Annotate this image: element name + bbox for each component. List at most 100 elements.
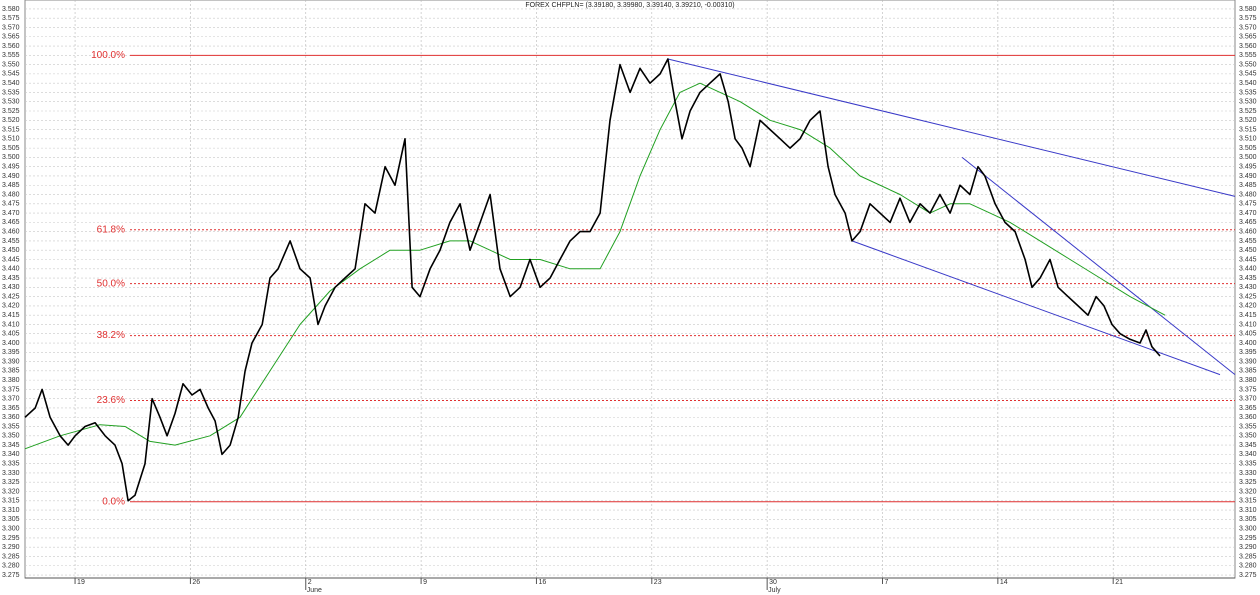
x-tick-label: 21 bbox=[1115, 579, 1123, 586]
y-tick-label-right: 3.435 bbox=[1239, 275, 1257, 282]
y-tick-label-right: 3.565 bbox=[1239, 34, 1257, 41]
y-tick-label: 3.465 bbox=[2, 219, 20, 226]
y-tick-label-right: 3.525 bbox=[1239, 108, 1257, 115]
y-tick-label: 3.385 bbox=[2, 368, 20, 375]
series-line bbox=[667, 58, 1236, 197]
y-tick-label-right: 3.365 bbox=[1239, 405, 1257, 412]
plot-frame bbox=[24, 0, 1236, 579]
y-tick-label-right: 3.550 bbox=[1239, 61, 1257, 68]
y-tick-label: 3.425 bbox=[2, 293, 20, 300]
y-tick-label: 3.500 bbox=[2, 154, 20, 161]
y-tick-label-right: 3.540 bbox=[1239, 80, 1257, 87]
y-tick-label: 3.435 bbox=[2, 275, 20, 282]
y-tick-label: 3.495 bbox=[2, 164, 20, 171]
y-tick-label: 3.415 bbox=[2, 312, 20, 319]
y-tick-label-right: 3.500 bbox=[1239, 154, 1257, 161]
y-tick-label-right: 3.415 bbox=[1239, 312, 1257, 319]
fib-label: 38.2% bbox=[97, 330, 125, 341]
y-tick-label-right: 3.305 bbox=[1239, 516, 1257, 523]
series-line bbox=[24, 82, 1166, 450]
y-tick-label-right: 3.410 bbox=[1239, 321, 1257, 328]
x-tick-label: 30 bbox=[769, 579, 777, 586]
y-tick-label: 3.475 bbox=[2, 201, 20, 208]
y-tick-label: 3.410 bbox=[2, 321, 20, 328]
y-tick-label: 3.325 bbox=[2, 479, 20, 486]
y-tick-label-right: 3.340 bbox=[1239, 451, 1257, 458]
y-tick-label-right: 3.470 bbox=[1239, 210, 1257, 217]
y-tick-label-right: 3.280 bbox=[1239, 563, 1257, 570]
y-tick-label-right: 3.405 bbox=[1239, 331, 1257, 338]
y-tick-label: 3.310 bbox=[2, 507, 20, 514]
y-tick-label: 3.350 bbox=[2, 433, 20, 440]
x-tick-label: 9 bbox=[423, 579, 427, 586]
y-tick-label: 3.555 bbox=[2, 52, 20, 59]
y-tick-label-right: 3.465 bbox=[1239, 219, 1257, 226]
series-line bbox=[851, 240, 1221, 376]
y-tick-label-right: 3.300 bbox=[1239, 525, 1257, 532]
y-tick-label-right: 3.520 bbox=[1239, 117, 1257, 124]
y-tick-label: 3.345 bbox=[2, 442, 20, 449]
y-tick-label: 3.375 bbox=[2, 386, 20, 393]
y-tick-label: 3.460 bbox=[2, 228, 20, 235]
y-tick-label-right: 3.320 bbox=[1239, 488, 1257, 495]
y-tick-label: 3.515 bbox=[2, 126, 20, 133]
y-tick-label-right: 3.475 bbox=[1239, 201, 1257, 208]
y-tick-label: 3.420 bbox=[2, 303, 20, 310]
y-tick-label-right: 3.485 bbox=[1239, 182, 1257, 189]
x-tick-label: 19 bbox=[77, 579, 85, 586]
y-tick-label-right: 3.360 bbox=[1239, 414, 1257, 421]
y-tick-label-right: 3.425 bbox=[1239, 293, 1257, 300]
y-tick-label-right: 3.420 bbox=[1239, 303, 1257, 310]
y-tick-label: 3.330 bbox=[2, 470, 20, 477]
chart-title: FOREX CHFPLN= (3.39180, 3.39980, 3.39140… bbox=[525, 2, 734, 9]
y-tick-label-right: 3.330 bbox=[1239, 470, 1257, 477]
fib-label: 61.8% bbox=[97, 224, 125, 235]
y-tick-label-right: 3.395 bbox=[1239, 349, 1257, 356]
series-line bbox=[24, 58, 1161, 502]
x-tick-label: 14 bbox=[1000, 579, 1008, 586]
y-tick-label: 3.545 bbox=[2, 71, 20, 78]
y-tick-label: 3.480 bbox=[2, 191, 20, 198]
y-tick-label: 3.535 bbox=[2, 89, 20, 96]
y-tick-label: 3.405 bbox=[2, 331, 20, 338]
y-tick-label: 3.440 bbox=[2, 266, 20, 273]
y-tick-label-right: 3.430 bbox=[1239, 284, 1257, 291]
y-tick-label-right: 3.495 bbox=[1239, 164, 1257, 171]
y-tick-label: 3.395 bbox=[2, 349, 20, 356]
y-tick-label: 3.380 bbox=[2, 377, 20, 384]
series-line bbox=[961, 157, 1236, 375]
y-tick-label: 3.540 bbox=[2, 80, 20, 87]
y-tick-label-right: 3.295 bbox=[1239, 535, 1257, 542]
y-tick-label: 3.525 bbox=[2, 108, 20, 115]
x-tick-label: 7 bbox=[884, 579, 888, 586]
y-tick-label-right: 3.510 bbox=[1239, 136, 1257, 143]
y-tick-label-right: 3.375 bbox=[1239, 386, 1257, 393]
month-label: July bbox=[768, 587, 781, 594]
y-tick-label: 3.335 bbox=[2, 461, 20, 468]
fib-label: 100.0% bbox=[91, 50, 125, 61]
y-tick-label: 3.290 bbox=[2, 544, 20, 551]
y-tick-label-right: 3.560 bbox=[1239, 43, 1257, 50]
y-tick-label-right: 3.580 bbox=[1239, 6, 1257, 13]
y-tick-label: 3.365 bbox=[2, 405, 20, 412]
y-tick-label: 3.450 bbox=[2, 247, 20, 254]
y-tick-label-right: 3.380 bbox=[1239, 377, 1257, 384]
y-tick-label: 3.530 bbox=[2, 99, 20, 106]
y-tick-label: 3.560 bbox=[2, 43, 20, 50]
y-tick-label-right: 3.390 bbox=[1239, 358, 1257, 365]
fib-label: 0.0% bbox=[102, 496, 125, 507]
y-tick-label-right: 3.370 bbox=[1239, 396, 1257, 403]
y-tick-label-right: 3.310 bbox=[1239, 507, 1257, 514]
y-tick-label: 3.510 bbox=[2, 136, 20, 143]
x-tick-label: 16 bbox=[538, 579, 546, 586]
y-tick-label: 3.470 bbox=[2, 210, 20, 217]
y-tick-label-right: 3.445 bbox=[1239, 256, 1257, 263]
y-tick-label-right: 3.490 bbox=[1239, 173, 1257, 180]
y-tick-label: 3.275 bbox=[2, 572, 20, 579]
y-tick-label-right: 3.545 bbox=[1239, 71, 1257, 78]
y-tick-label: 3.315 bbox=[2, 498, 20, 505]
y-tick-label: 3.280 bbox=[2, 563, 20, 570]
y-tick-label-right: 3.350 bbox=[1239, 433, 1257, 440]
x-tick-label: 2 bbox=[308, 579, 312, 586]
